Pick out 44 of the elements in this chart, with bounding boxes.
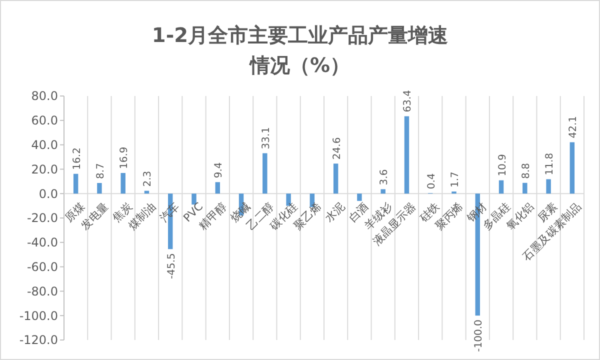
data-label: 16.2 — [72, 148, 83, 170]
bar — [570, 142, 575, 194]
data-label: 8.8 — [520, 162, 532, 179]
x-tick-label: 水泥 — [322, 200, 348, 225]
bar — [380, 189, 386, 194]
data-label: 33.1 — [260, 126, 272, 150]
data-label: 10.9 — [497, 154, 508, 176]
x-tick-label: 汽车 — [157, 200, 182, 225]
bar — [357, 194, 362, 201]
data-label: 42.1 — [568, 116, 580, 138]
data-label: 1.7 — [450, 172, 461, 188]
y-tick-label: 20.0 — [31, 162, 58, 176]
chart-title: 1-2月全市主要工业产品产量增速情况（%） — [152, 23, 448, 77]
data-label: 63.4 — [402, 90, 414, 112]
bar — [120, 172, 126, 194]
bar — [404, 116, 410, 194]
data-label: 8.7 — [95, 163, 106, 179]
bar — [333, 164, 338, 194]
data-label: 16.9 — [119, 146, 130, 169]
data-label: 24.6 — [332, 137, 343, 160]
bar — [262, 153, 268, 194]
data-label: 11.8 — [544, 152, 556, 176]
y-tick-label: 0.0 — [38, 186, 58, 201]
y-tick-label: 40.0 — [31, 138, 58, 152]
y-tick-label: -80.0 — [26, 284, 58, 298]
bar — [215, 182, 220, 194]
data-label: -45.5 — [166, 253, 178, 279]
y-tick-label: 80.0 — [31, 89, 58, 104]
bar — [97, 182, 102, 194]
bar — [546, 179, 551, 194]
y-tick-label: -100.0 — [19, 308, 58, 323]
y-tick-label: -120.0 — [19, 333, 58, 348]
data-label: 9.4 — [214, 162, 225, 178]
bar — [73, 174, 78, 194]
data-label: -100.0 — [474, 320, 485, 352]
bar — [498, 180, 504, 194]
y-tick-label: -20.0 — [26, 211, 58, 226]
bar — [522, 182, 528, 194]
y-tick-label: -60.0 — [26, 260, 58, 274]
y-tick-label: 60.0 — [31, 114, 58, 128]
data-label: 3.6 — [379, 169, 390, 186]
data-label: 2.3 — [142, 170, 154, 187]
y-tick-label: -40.0 — [26, 236, 58, 250]
data-label: 0.4 — [426, 173, 438, 190]
